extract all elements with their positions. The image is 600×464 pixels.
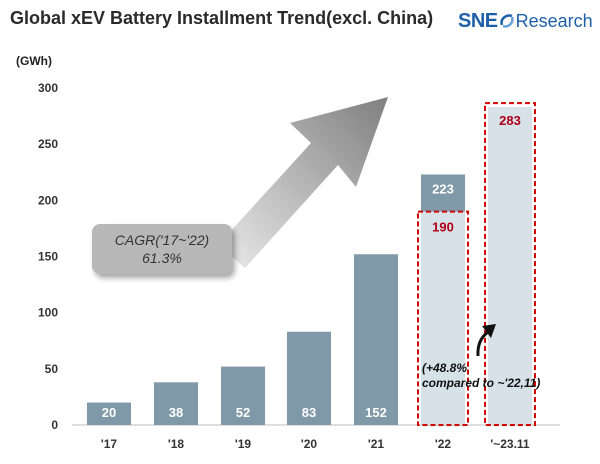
x-tick-label: '19 <box>235 437 252 451</box>
x-tick-label: '17 <box>101 437 118 451</box>
cagr-label: CAGR('17~'22) <box>114 232 210 248</box>
comparison-value-label: 190 <box>432 220 454 235</box>
logo-swirl-icon <box>499 14 514 28</box>
bar-value-label: 52 <box>236 405 250 420</box>
bar <box>488 107 532 425</box>
growth-annotation-line2: compared to ~'22,11) <box>422 376 540 390</box>
growth-arrowhead-icon <box>482 324 496 338</box>
x-tick-label: '18 <box>168 437 185 451</box>
bar-value-label: 20 <box>102 405 116 420</box>
bar-highlight-border <box>484 102 536 426</box>
y-axis-label: (GWh) <box>16 54 52 68</box>
trend-arrow-icon <box>218 97 388 268</box>
y-tick-label: 50 <box>45 362 59 376</box>
x-tick-label: '20 <box>301 437 318 451</box>
bar <box>287 331 331 425</box>
bar-value-label: 38 <box>169 405 183 420</box>
bar <box>154 382 198 425</box>
y-tick-label: 150 <box>38 250 58 264</box>
bar <box>421 174 465 212</box>
x-tick-label: '21 <box>368 437 385 451</box>
logo-research-text: Research <box>515 10 593 31</box>
y-tick-label: 100 <box>38 306 58 320</box>
logo-sne-text: SNE <box>458 9 498 32</box>
y-tick-label: 200 <box>38 193 58 207</box>
y-tick-label: 300 <box>38 81 58 95</box>
bar-comparison-segment <box>421 211 465 425</box>
bar <box>354 254 398 425</box>
bar-value-label: 223 <box>432 181 454 196</box>
growth-arrow-icon <box>476 330 489 357</box>
bar-value-label: 283 <box>499 113 521 128</box>
x-tick-label: '~23.11 <box>490 437 530 451</box>
chart-title: Global xEV Battery Installment Trend(exc… <box>10 8 434 28</box>
bar-highlight-border <box>417 210 469 426</box>
sne-research-logo: SNE Research <box>458 4 593 38</box>
cagr-value: 61.3% <box>142 250 182 266</box>
growth-annotation-line1: (+48.8% <box>422 361 467 375</box>
bar <box>87 402 131 425</box>
bar-value-label: 152 <box>365 405 387 420</box>
y-tick-label: 0 <box>51 418 58 432</box>
cagr-annotation: CAGR('17~'22) 61.3% <box>92 224 232 274</box>
x-tick-label: '22 <box>435 437 452 451</box>
y-tick-label: 250 <box>38 137 58 151</box>
bar <box>221 366 265 425</box>
bar-value-label: 83 <box>302 405 316 420</box>
